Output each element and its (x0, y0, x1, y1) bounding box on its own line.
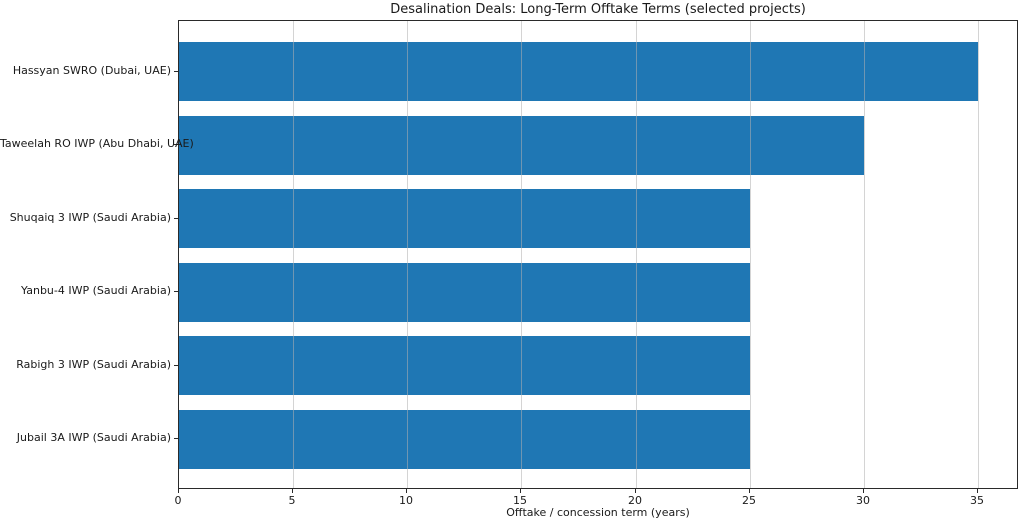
x-tick-mark (635, 489, 636, 493)
x-tick-mark (863, 489, 864, 493)
bar-3 (179, 189, 750, 248)
y-tick-label: Yanbu-4 IWP (Saudi Arabia) (21, 284, 171, 297)
bar-5 (179, 336, 750, 395)
x-tick-mark (292, 489, 293, 493)
x-tick-label: 10 (399, 494, 413, 507)
bar-4 (179, 263, 750, 322)
x-tick-mark (178, 489, 179, 493)
y-tick-label: Jubail 3A IWP (Saudi Arabia) (16, 431, 171, 444)
x-tick-mark (749, 489, 750, 493)
y-tick-label: Taweelah RO IWP (Abu Dhabi, UAE) (0, 137, 194, 150)
y-tick-label: Shuqaiq 3 IWP (Saudi Arabia) (9, 211, 171, 224)
gridline-5 (293, 21, 294, 488)
y-tick-mark (174, 144, 178, 145)
bar-1 (179, 42, 978, 101)
x-tick-label: 20 (628, 494, 642, 507)
gridline-15 (521, 21, 522, 488)
x-tick-label: 5 (288, 494, 296, 507)
y-tick-mark (174, 365, 178, 366)
x-tick-label: 25 (742, 494, 756, 507)
gridline-30 (864, 21, 865, 488)
plot-area (178, 20, 1018, 489)
bar-6 (179, 410, 750, 469)
y-tick-mark (174, 291, 178, 292)
gridline-20 (636, 21, 637, 488)
gridline-35 (978, 21, 979, 488)
x-tick-mark (977, 489, 978, 493)
x-tick-label: 30 (856, 494, 870, 507)
y-tick-label: Rabigh 3 IWP (Saudi Arabia) (16, 358, 171, 371)
x-axis-label: Offtake / concession term (years) (506, 506, 690, 519)
gridline-25 (750, 21, 751, 488)
y-tick-mark (174, 218, 178, 219)
chart-title: Desalination Deals: Long-Term Offtake Te… (390, 2, 806, 17)
y-tick-mark (174, 71, 178, 72)
x-tick-mark (406, 489, 407, 493)
x-tick-label: 0 (174, 494, 182, 507)
x-tick-label: 35 (970, 494, 984, 507)
x-tick-label: 15 (513, 494, 527, 507)
y-tick-mark (174, 438, 178, 439)
gridline-10 (407, 21, 408, 488)
y-tick-label: Hassyan SWRO (Dubai, UAE) (12, 64, 171, 77)
x-tick-mark (520, 489, 521, 493)
